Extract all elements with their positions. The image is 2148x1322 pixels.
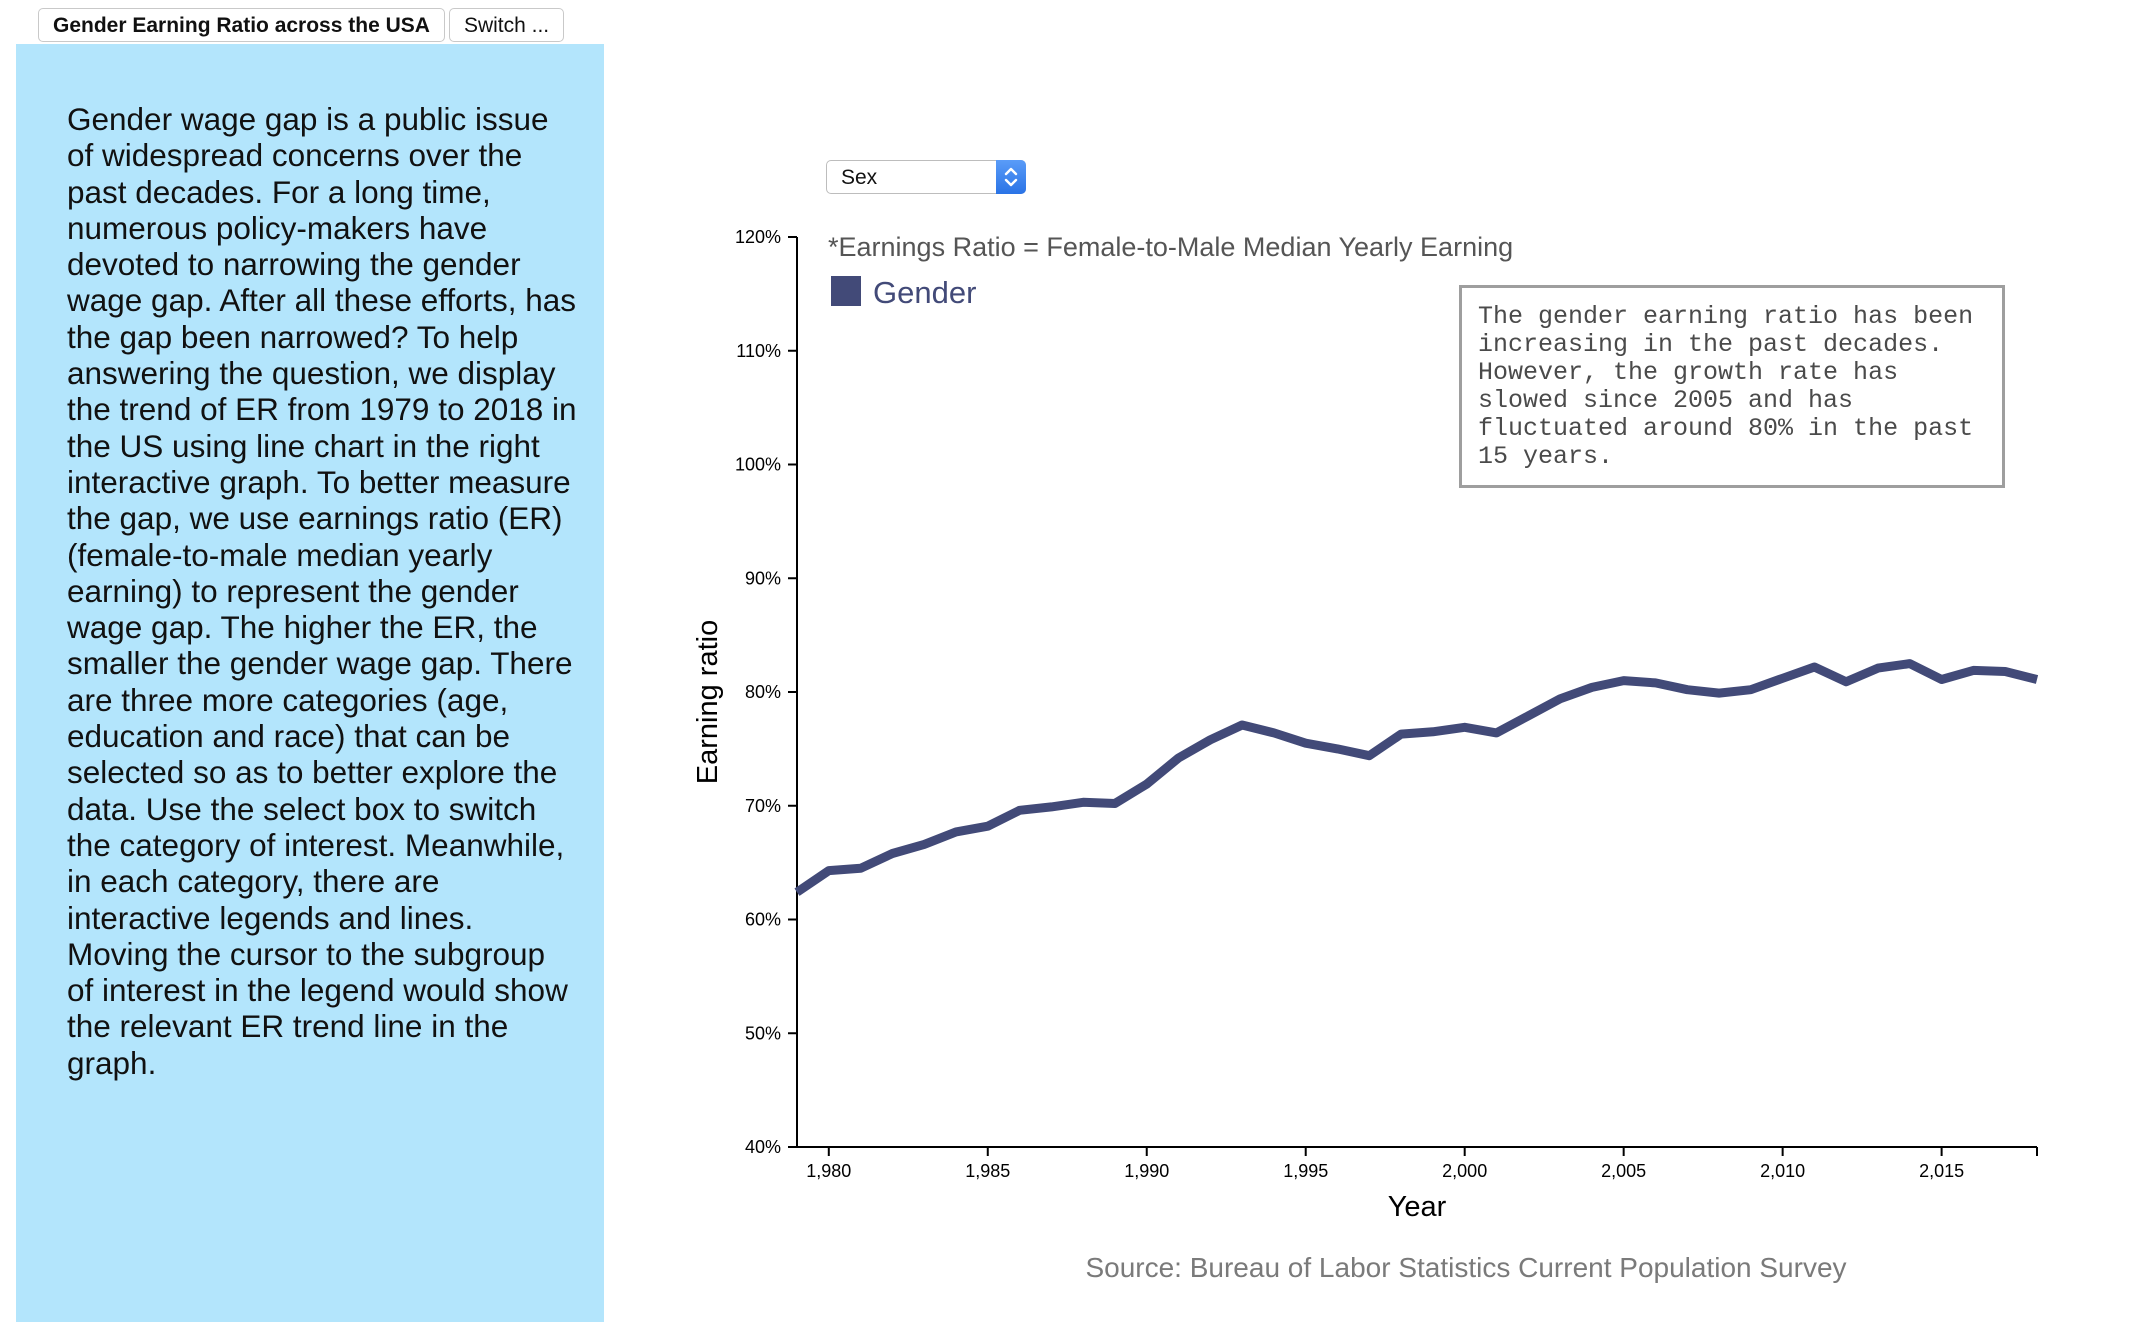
y-tick-label: 50% (745, 1023, 781, 1043)
y-tick-label: 120% (735, 227, 781, 247)
series-line-gender (794, 659, 2039, 896)
y-axis-label: Earning ratio (692, 620, 724, 784)
legend-label-gender: Gender (873, 275, 976, 310)
y-tick-label: 40% (745, 1137, 781, 1157)
x-tick-label: 2,005 (1601, 1161, 1646, 1181)
x-axis-label: Year (1388, 1191, 1447, 1223)
x-tick-label: 1,980 (806, 1161, 851, 1181)
category-select-value: Sex (841, 166, 878, 189)
description-text: Gender wage gap is a public issue of wid… (67, 101, 577, 1081)
y-tick-label: 80% (745, 682, 781, 702)
tab-gender-earning-ratio[interactable]: Gender Earning Ratio across the USA (38, 8, 445, 42)
y-tick-label: 110% (736, 341, 781, 361)
y-tick-label: 100% (735, 455, 781, 475)
tab-switch[interactable]: Switch ... (448, 8, 565, 42)
tab-bar: Gender Earning Ratio across the USA Swit… (38, 8, 565, 42)
y-tick-label: 90% (745, 568, 781, 588)
description-panel: Gender wage gap is a public issue of wid… (16, 44, 604, 1322)
chart-subtitle: *Earnings Ratio = Female-to-Male Median … (828, 232, 1513, 262)
y-tick-label: 60% (745, 910, 781, 930)
chart-source: Source: Bureau of Labor Statistics Curre… (1085, 1252, 1846, 1283)
x-tick-label: 1,995 (1283, 1161, 1328, 1181)
legend-swatch (831, 276, 861, 306)
x-tick-label: 2,000 (1442, 1161, 1487, 1181)
x-tick-label: 1,990 (1124, 1161, 1169, 1181)
x-tick-label: 2,015 (1919, 1161, 1964, 1181)
y-tick-label: 70% (745, 796, 781, 816)
insight-note: The gender earning ratio has been increa… (1459, 285, 2005, 488)
category-select[interactable]: Sex (826, 160, 1026, 194)
x-tick-label: 1,985 (965, 1161, 1010, 1181)
x-tick-label: 2,010 (1760, 1161, 1805, 1181)
select-arrows-icon (996, 160, 1026, 194)
